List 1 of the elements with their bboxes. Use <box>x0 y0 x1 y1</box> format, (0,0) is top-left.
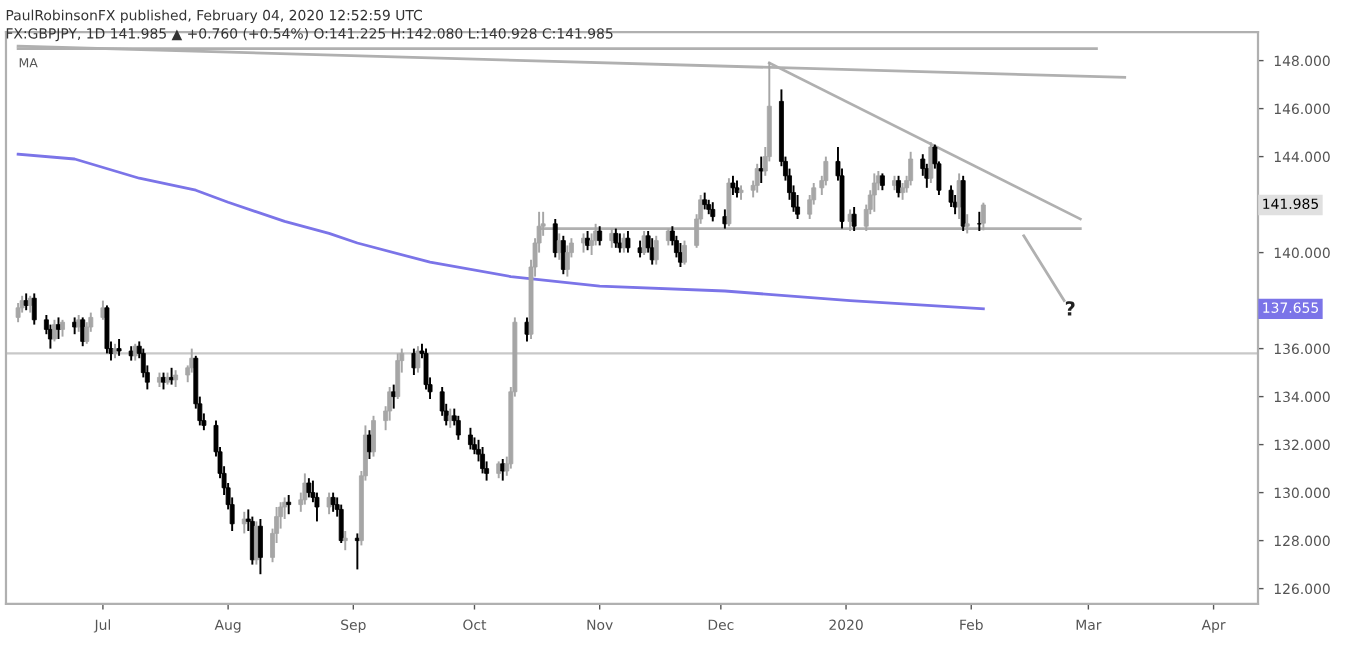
annotation: ? <box>1065 301 1075 316</box>
